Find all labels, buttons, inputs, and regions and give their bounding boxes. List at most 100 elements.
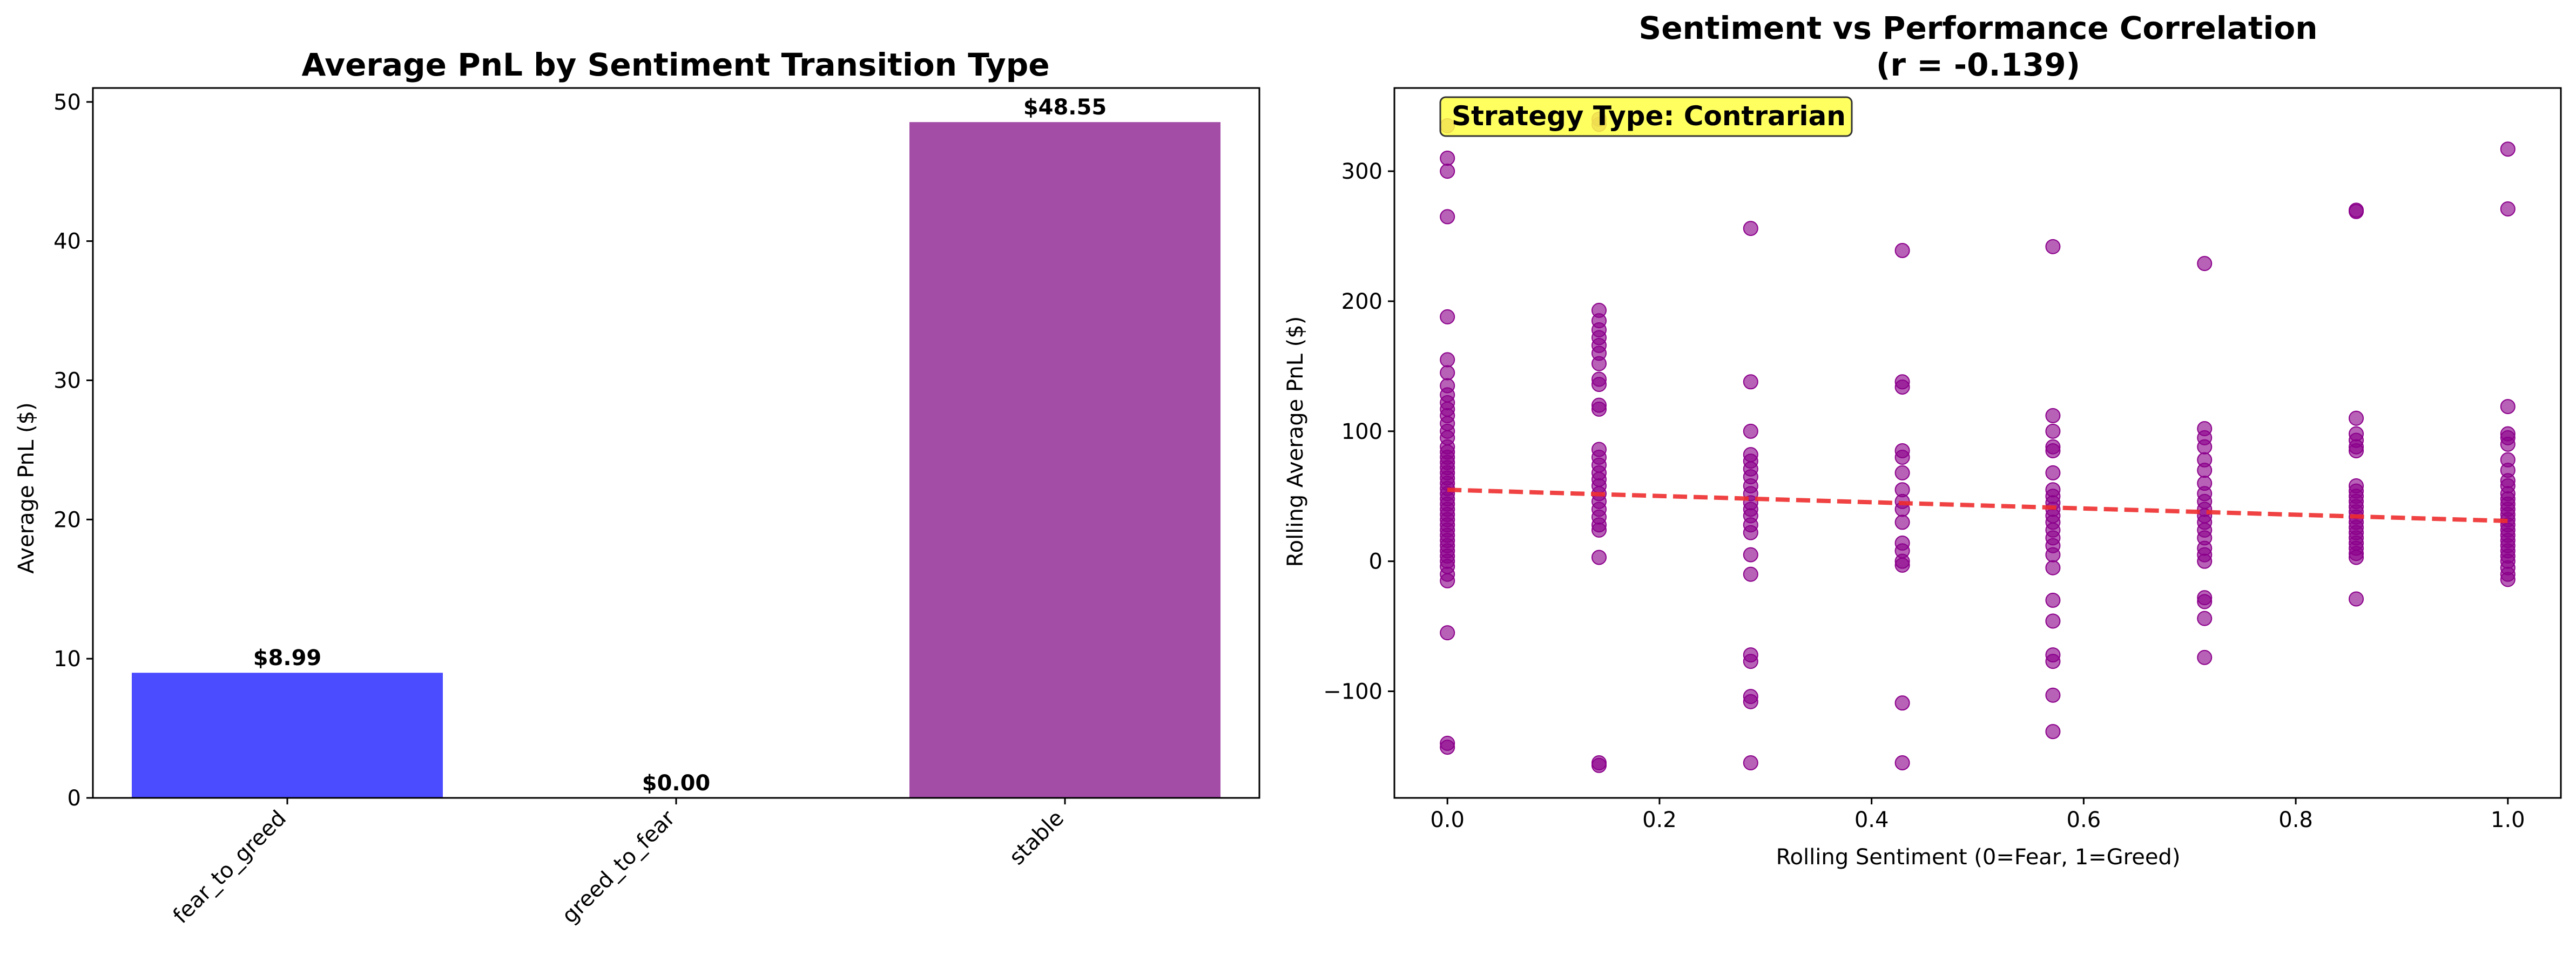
y-tick-label: 20	[53, 507, 81, 532]
scatter-point	[1440, 573, 1455, 588]
bar-stable	[909, 122, 1220, 798]
scatter-point	[1743, 566, 1758, 582]
scatter-point	[1894, 755, 1910, 770]
scatter-point	[2045, 687, 2061, 703]
bar-chart-y-axis-label: Average PnL ($)	[14, 402, 39, 573]
scatter-point	[2349, 591, 2364, 607]
x-tick-label-fear_to_greed: fear_to_greed	[168, 806, 291, 929]
scatter-point	[1894, 449, 1910, 465]
bar-series-layer	[132, 122, 1220, 798]
scatter-point	[1894, 514, 1910, 530]
scatter-point	[2349, 410, 2364, 426]
scatter-point	[1894, 243, 1910, 259]
scatter-point	[1743, 755, 1758, 770]
scatter-point	[1591, 356, 1607, 371]
scatter-point	[2500, 141, 2516, 157]
scatter-point	[1440, 151, 1455, 166]
scatter-point	[2197, 649, 2213, 665]
y-tick-label: 50	[53, 90, 81, 115]
scatter-point	[1591, 401, 1607, 417]
scatter-point	[2045, 547, 2061, 563]
x-tick-label: 1.0	[2491, 808, 2525, 832]
scatter-chart-x-ticks: 0.0 0.2 0.4 0.6 0.8 1.0	[1430, 798, 2525, 832]
bar-chart-y-ticks: 0 10 20 30 40 50	[53, 90, 93, 811]
scatter-point	[1743, 374, 1758, 390]
x-tick-label: 0.8	[2278, 808, 2313, 832]
scatter-point	[2045, 465, 2061, 480]
scatter-chart-y-axis-label: Rolling Average PnL ($)	[1283, 316, 1308, 567]
x-tick-label-stable: stable	[1004, 806, 1069, 870]
scatter-point	[2045, 592, 2061, 608]
scatter-point	[1591, 550, 1607, 565]
scatter-point	[1591, 377, 1607, 392]
scatter-point	[2045, 423, 2061, 439]
scatter-chart-title-line1: Sentiment vs Performance Correlation	[1638, 10, 2317, 46]
bar-chart-panel: Average PnL by Sentiment Transition Type…	[14, 46, 1260, 929]
scatter-point	[1440, 209, 1455, 225]
x-tick-label-greed_to_fear: greed_to_fear	[557, 805, 680, 929]
scatter-point	[2197, 553, 2213, 569]
x-tick-label: 0.4	[1855, 808, 1889, 832]
scatter-point	[2349, 204, 2364, 219]
scatter-chart-y-ticks: −100 0 100 200 300	[1323, 159, 1394, 705]
scatter-point	[1743, 547, 1758, 563]
scatter-point	[1743, 654, 1758, 669]
scatter-point	[2197, 611, 2213, 626]
x-tick-label: 0.6	[2067, 808, 2101, 832]
y-tick-label: 0	[68, 786, 81, 811]
x-tick-label: 0.2	[1642, 808, 1677, 832]
y-tick-label: −100	[1323, 680, 1383, 705]
scatter-point	[1894, 379, 1910, 395]
scatter-point	[1591, 757, 1607, 773]
scatter-point	[2197, 256, 2213, 272]
trend-line	[1447, 487, 2508, 524]
scatter-point	[2197, 594, 2213, 609]
scatter-point	[1743, 221, 1758, 236]
scatter-point	[1440, 625, 1455, 641]
scatter-point	[1894, 557, 1910, 573]
scatter-chart-axes-frame	[1393, 87, 2562, 799]
scatter-point	[1440, 365, 1455, 381]
scatter-point	[1894, 465, 1910, 480]
bar-value-label-greed_to_fear: $0.00	[642, 771, 711, 796]
scatter-point	[1440, 309, 1455, 324]
scatter-chart-panel: Sentiment vs Performance Correlation (r …	[1283, 10, 2562, 870]
bar-value-label-fear_to_greed: $8.99	[253, 646, 322, 670]
scatter-point	[1743, 694, 1758, 709]
bar-chart-title: Average PnL by Sentiment Transition Type	[301, 46, 1049, 83]
scatter-point	[2500, 436, 2516, 452]
scatter-point	[1894, 695, 1910, 711]
scatter-chart-title-line2: (r = -0.139)	[1876, 46, 2080, 83]
scatter-point	[2045, 613, 2061, 629]
strategy-annotation-box	[1439, 96, 1853, 137]
bar-fear_to_greed	[132, 673, 443, 798]
scatter-point	[2045, 239, 2061, 254]
scatter-point	[1440, 164, 1455, 179]
scatter-point	[2197, 439, 2213, 455]
y-tick-label: 40	[53, 229, 81, 254]
scatter-point	[1440, 352, 1455, 368]
y-tick-label: 300	[1341, 159, 1383, 184]
scatter-chart-x-axis-label: Rolling Sentiment (0=Fear, 1=Greed)	[1776, 845, 2181, 870]
scatter-point	[1440, 740, 1455, 755]
scatter-point	[2500, 399, 2516, 415]
y-tick-label: 10	[53, 647, 81, 672]
trend-line-layer	[1447, 487, 2508, 524]
scatter-point	[1591, 522, 1607, 538]
strategy-annotation: Strategy Type: Contrarian	[1439, 96, 1853, 137]
y-tick-label: 30	[53, 368, 81, 393]
scatter-point	[1743, 423, 1758, 439]
scatter-point	[2045, 654, 2061, 669]
scatter-point	[2349, 550, 2364, 565]
bar-value-labels-layer: $8.99 $0.00 $48.55	[253, 95, 1107, 796]
scatter-point	[2045, 724, 2061, 740]
scatter-point	[2500, 201, 2516, 216]
scatter-point	[1743, 525, 1758, 540]
scatter-point	[2045, 560, 2061, 575]
x-tick-label: 0.0	[1430, 808, 1465, 832]
scatter-point	[2045, 408, 2061, 423]
y-tick-label: 100	[1341, 419, 1383, 444]
scatter-point	[2197, 463, 2213, 478]
scatter-point	[2349, 443, 2364, 458]
